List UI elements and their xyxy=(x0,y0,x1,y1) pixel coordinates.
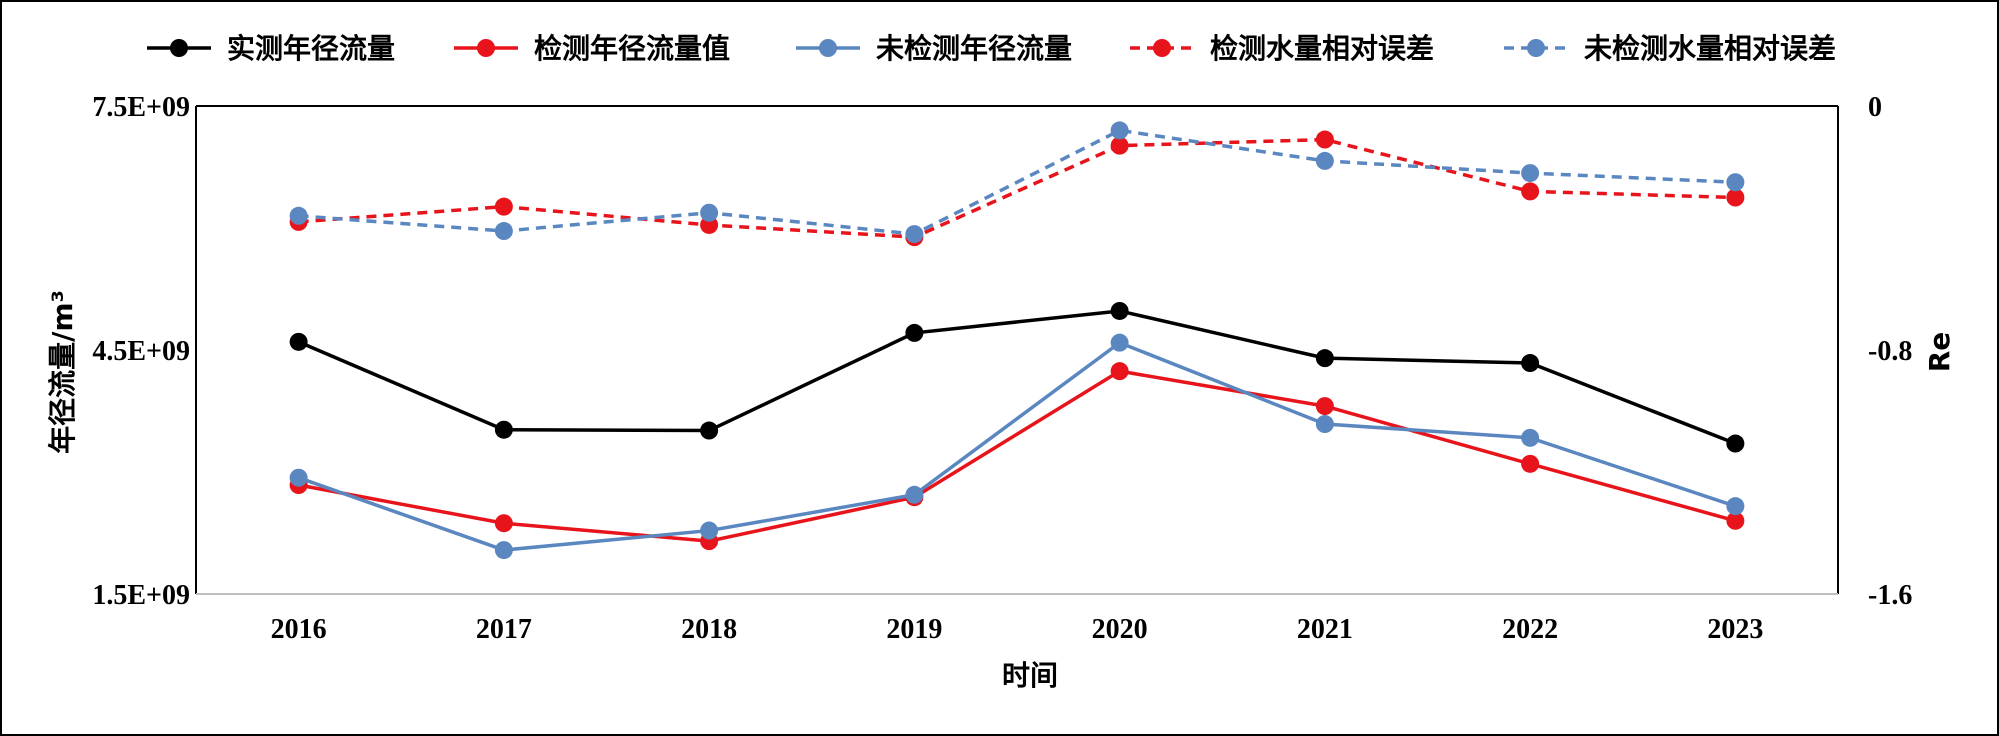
series-point xyxy=(700,421,719,440)
y-right-tick-label: -0.8 xyxy=(1868,336,1912,367)
y-left-tick-label: 4.5E+09 xyxy=(92,336,190,367)
y-left-tick-label: 7.5E+09 xyxy=(92,92,190,123)
axes: 1.5E+09 4.5E+09 7.5E+09 -1.6 -0.8 0 2016 2017 20… xyxy=(92,92,1912,645)
series-point xyxy=(1521,454,1540,473)
y-right-tick-label: 0 xyxy=(1868,92,1882,123)
series-point xyxy=(700,203,719,222)
series-line xyxy=(298,128,1736,236)
x-tick-label: 2019 xyxy=(886,614,942,645)
series-point xyxy=(1110,136,1129,155)
x-tick-label: 2018 xyxy=(681,614,737,645)
legend-marker xyxy=(1153,39,1171,57)
series-point xyxy=(1521,164,1540,183)
series-point xyxy=(1726,173,1745,192)
series-point xyxy=(905,225,924,244)
series-point xyxy=(1110,362,1129,381)
x-tick-label: 2023 xyxy=(1707,614,1763,645)
series-line xyxy=(298,340,1736,552)
x-tick-label: 2020 xyxy=(1092,614,1148,645)
x-tick-label: 2017 xyxy=(476,614,532,645)
series-point xyxy=(494,514,513,533)
legend-item: 未检测水量相对误差 xyxy=(1504,32,1836,65)
legend-marker xyxy=(819,39,837,57)
series-line xyxy=(297,309,1737,446)
series-point xyxy=(494,541,513,560)
series-point xyxy=(1726,497,1745,516)
series-point xyxy=(1521,428,1540,447)
legend: 实测年径流量 检测年径流量值 未检测年径流量 检测水量相对误差 未检测水量相对误差 xyxy=(147,32,1836,65)
series-point xyxy=(1315,397,1334,416)
legend-label: 检测水量相对误差 xyxy=(1210,32,1434,65)
series-point xyxy=(494,197,513,216)
legend-item: 检测年径流量值 xyxy=(454,32,730,65)
legend-marker xyxy=(1527,39,1545,57)
series-point xyxy=(494,420,513,439)
legend-label: 未检测水量相对误差 xyxy=(1584,32,1836,65)
series-point xyxy=(1726,511,1745,530)
series-point xyxy=(700,521,719,540)
series-point xyxy=(1726,188,1745,207)
x-axis-title: 时间 xyxy=(1002,659,1058,692)
series-point xyxy=(1726,434,1745,453)
y-axis-left-title: 年径流量/m³ xyxy=(46,290,79,454)
series-point xyxy=(1315,130,1334,149)
series-point xyxy=(905,485,924,504)
x-tick-label: 2022 xyxy=(1502,614,1558,645)
series-point xyxy=(1315,349,1334,368)
legend-label: 未检测年径流量 xyxy=(876,32,1072,65)
series-point xyxy=(289,468,308,487)
series-point xyxy=(905,323,924,342)
series-line xyxy=(298,369,1736,543)
series-point xyxy=(1110,121,1129,140)
series-point xyxy=(1521,354,1540,373)
series-point xyxy=(1521,182,1540,201)
series-point xyxy=(289,332,308,351)
y-left-tick-label: 1.5E+09 xyxy=(92,580,190,611)
series-point xyxy=(1315,151,1334,170)
legend-item: 检测水量相对误差 xyxy=(1130,32,1434,65)
plot-area xyxy=(289,121,1745,560)
series-point xyxy=(1110,333,1129,352)
series-point xyxy=(1315,415,1334,434)
y-axis-right-title: Re xyxy=(1923,332,1956,373)
legend-item: 实测年径流量 xyxy=(147,32,395,65)
series-point xyxy=(494,222,513,241)
series-point xyxy=(289,206,308,225)
series-line xyxy=(298,137,1736,239)
x-tick-label: 2016 xyxy=(271,614,327,645)
legend-label: 检测年径流量值 xyxy=(534,32,730,65)
legend-item: 未检测年径流量 xyxy=(796,32,1072,65)
legend-label: 实测年径流量 xyxy=(227,32,395,65)
series-point xyxy=(1110,301,1129,320)
x-tick-label: 2021 xyxy=(1297,614,1353,645)
legend-marker xyxy=(170,39,188,57)
legend-marker xyxy=(477,39,495,57)
y-right-tick-label: -1.6 xyxy=(1868,580,1912,611)
